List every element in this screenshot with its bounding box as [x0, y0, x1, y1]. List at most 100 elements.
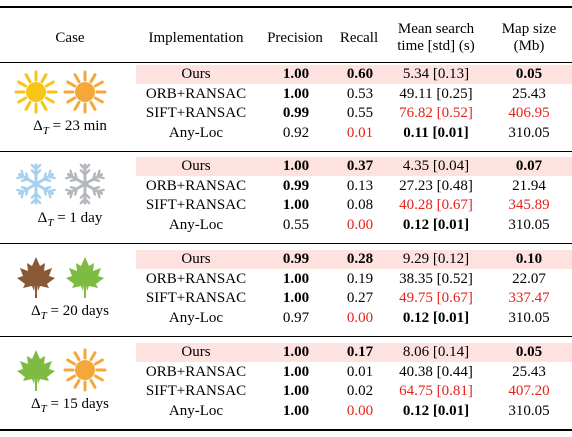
- cell-implementation: ORB+RANSAC: [145, 177, 247, 194]
- cell-implementation: SIFT+RANSAC: [145, 290, 247, 306]
- cell-map-size: 0.05: [515, 344, 543, 360]
- cell-precision: 0.99: [282, 177, 310, 194]
- delta-value: = 15 days: [46, 396, 109, 412]
- ours-row-highlight: [136, 157, 572, 176]
- header-precision-label: Precision: [267, 29, 323, 46]
- header-time-line1: Mean search: [397, 21, 475, 37]
- cell-map-size: 310.05: [508, 216, 550, 233]
- cell-precision: 0.99: [282, 251, 310, 267]
- cell-search-time: 49.11 [0.25]: [399, 85, 473, 102]
- ours-row-highlight: [136, 250, 572, 269]
- delta-symbol: Δ: [31, 303, 41, 319]
- cell-recall: 0.00: [346, 402, 374, 419]
- cell-implementation: Any-Loc: [168, 309, 224, 326]
- delta-subscript: T: [40, 403, 47, 415]
- cell-map-size: 407.20: [508, 383, 550, 399]
- cell-recall: 0.01: [346, 363, 374, 380]
- cell-implementation: Ours: [181, 66, 211, 82]
- top-rule: [0, 6, 572, 8]
- cell-precision: 1.00: [282, 402, 310, 419]
- cell-search-time: 76.82 [0.52]: [399, 105, 473, 121]
- cell-implementation: SIFT+RANSAC: [145, 383, 247, 399]
- delta-value: = 20 days: [46, 303, 109, 319]
- cell-precision: 0.97: [282, 309, 310, 326]
- cell-precision: 1.00: [282, 66, 310, 82]
- snowflake-gray-icon: [63, 162, 107, 206]
- snowflake-icon: [14, 162, 58, 206]
- cell-precision: 1.00: [282, 85, 310, 102]
- delta-symbol: Δ: [37, 210, 48, 226]
- cell-search-time: 8.06 [0.14]: [402, 344, 470, 360]
- cell-recall: 0.19: [346, 270, 374, 287]
- cell-search-time: 5.34 [0.13]: [402, 66, 470, 82]
- cell-map-size: 0.05: [515, 66, 543, 82]
- cell-recall: 0.53: [346, 85, 374, 102]
- cell-search-time: 38.35 [0.52]: [399, 270, 473, 287]
- header-precision: Precision: [258, 14, 332, 62]
- ours-row-highlight: [136, 343, 572, 362]
- cell-precision: 1.00: [282, 197, 310, 213]
- cell-precision: 1.00: [282, 270, 310, 287]
- cell-precision: 1.00: [282, 290, 310, 306]
- green-leaf-icon: [14, 348, 58, 392]
- cell-recall: 0.02: [346, 383, 374, 399]
- header-case-label: Case: [55, 29, 85, 46]
- delta-symbol: Δ: [31, 396, 41, 412]
- bottom-rule: [0, 429, 572, 431]
- cell-precision: 0.99: [282, 105, 310, 121]
- header-map-line2: (Mb): [513, 38, 545, 54]
- cell-implementation: ORB+RANSAC: [145, 363, 247, 380]
- header-rule: [0, 62, 572, 63]
- cell-recall: 0.55: [346, 105, 374, 121]
- cell-search-time: 27.23 [0.48]: [399, 177, 473, 194]
- sun-icon: [14, 70, 58, 114]
- cell-recall: 0.28: [346, 251, 374, 267]
- header-case: Case: [30, 14, 110, 62]
- cell-recall: 0.13: [346, 177, 374, 194]
- cell-map-size: 25.43: [512, 85, 546, 102]
- delta-subscript: T: [40, 310, 47, 322]
- header-implementation: Implementation: [136, 14, 256, 62]
- cell-precision: 1.00: [282, 383, 310, 399]
- cell-recall: 0.00: [346, 216, 374, 233]
- cell-implementation: SIFT+RANSAC: [145, 197, 247, 213]
- case-delta-label: ΔT = 20 days: [31, 303, 109, 322]
- cell-precision: 1.00: [282, 344, 310, 360]
- cell-map-size: 345.89: [508, 197, 550, 213]
- cell-search-time: 0.12 [0.01]: [402, 402, 470, 419]
- delta-subscript: T: [42, 125, 49, 137]
- delta-value: = 1 day: [53, 210, 103, 226]
- cell-map-size: 22.07: [512, 270, 546, 287]
- cell-recall: 0.00: [346, 309, 374, 326]
- cell-implementation: Any-Loc: [168, 124, 224, 141]
- cell-search-time: 0.12 [0.01]: [402, 216, 470, 233]
- cell-search-time: 49.75 [0.67]: [399, 290, 473, 306]
- green-leaf-icon: [63, 255, 107, 299]
- cell-search-time: 40.38 [0.44]: [399, 363, 473, 380]
- header-recall: Recall: [332, 14, 386, 62]
- header-map-line1: Map size: [501, 21, 557, 37]
- sun-orange-icon: [63, 348, 107, 392]
- cell-map-size: 0.10: [515, 251, 543, 267]
- cell-search-time: 9.29 [0.12]: [402, 251, 470, 267]
- cell-map-size: 337.47: [508, 290, 550, 306]
- cell-implementation: SIFT+RANSAC: [145, 105, 247, 121]
- cell-precision: 0.92: [282, 124, 310, 141]
- brown-leaf-icon: [14, 255, 58, 299]
- group-separator: [0, 151, 572, 152]
- cell-search-time: 0.11 [0.01]: [403, 124, 469, 141]
- cell-recall: 0.37: [346, 158, 374, 174]
- cell-recall: 0.08: [346, 197, 374, 213]
- cell-search-time: 64.75 [0.81]: [399, 383, 473, 399]
- header-recall-label: Recall: [339, 29, 379, 46]
- cell-implementation: Ours: [181, 251, 211, 267]
- cell-implementation: ORB+RANSAC: [145, 85, 247, 102]
- cell-implementation: Ours: [181, 344, 211, 360]
- cell-recall: 0.17: [346, 344, 374, 360]
- case-delta-label: ΔT = 23 min: [33, 118, 107, 137]
- cell-search-time: 0.12 [0.01]: [402, 309, 470, 326]
- sun-orange-icon: [63, 70, 107, 114]
- group-separator: [0, 336, 572, 337]
- ours-row-highlight: [136, 65, 572, 84]
